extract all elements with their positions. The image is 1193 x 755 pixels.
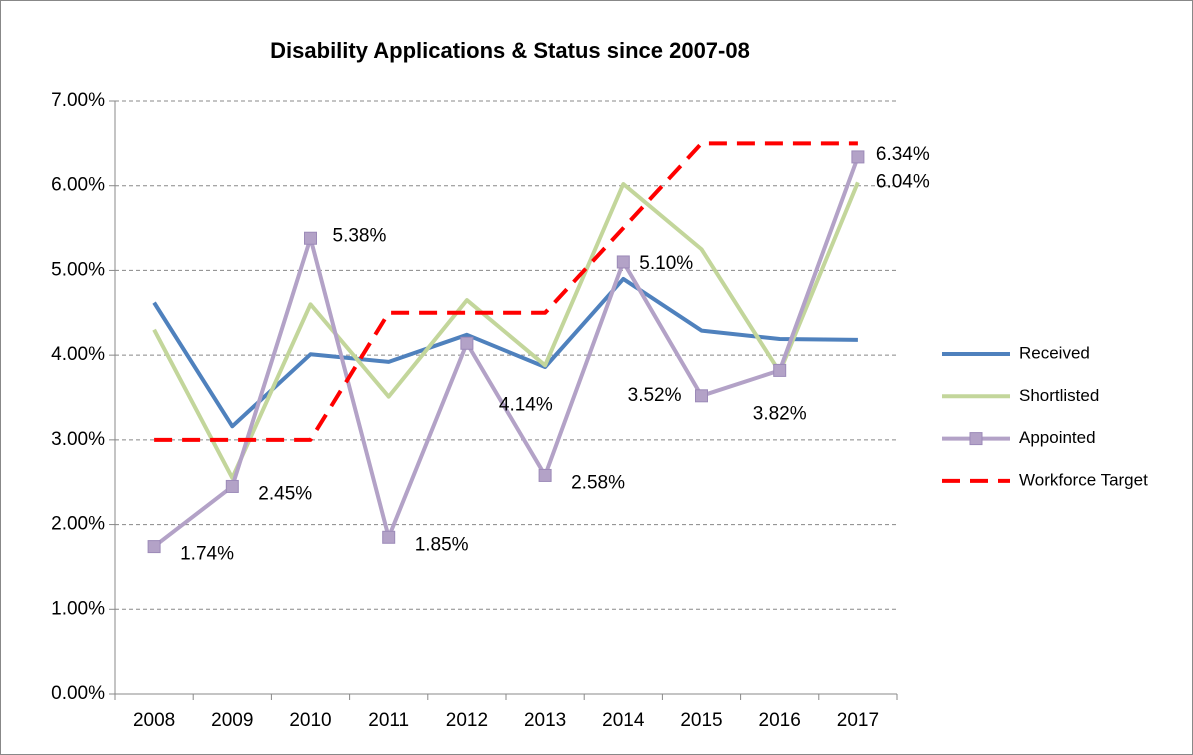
- x-tick-label: 2017: [837, 710, 879, 731]
- legend-label: Received: [1019, 343, 1090, 362]
- x-tick-label: 2008: [133, 710, 175, 731]
- legend-label: Workforce Target: [1019, 470, 1148, 489]
- data-label: 5.38%: [333, 225, 387, 246]
- marker: [695, 389, 708, 403]
- x-tick-label: 2016: [759, 710, 801, 731]
- x-tick-label: 2011: [368, 710, 409, 731]
- y-tick-label: 3.00%: [51, 429, 105, 450]
- marker: [851, 150, 865, 164]
- data-label: 6.34%: [876, 144, 930, 165]
- line-series: [154, 141, 858, 442]
- data-label: 3.82%: [753, 403, 807, 424]
- marker: [538, 468, 552, 482]
- y-tick-label: 1.00%: [51, 598, 105, 619]
- x-tick-label: 2009: [211, 710, 253, 731]
- legend-marker: [969, 432, 983, 446]
- x-tick-label: 2013: [524, 710, 566, 731]
- y-tick-label: 5.00%: [51, 259, 105, 280]
- marker: [147, 540, 161, 554]
- marker: [460, 336, 474, 350]
- line-series: [152, 156, 860, 549]
- y-tick-label: 4.00%: [51, 344, 105, 365]
- data-label: 6.04%: [876, 171, 930, 192]
- x-tick-label: 2014: [602, 710, 645, 731]
- data-label: 2.45%: [258, 483, 312, 504]
- data-label: 4.14%: [499, 394, 553, 415]
- x-tick-label: 2010: [289, 710, 331, 731]
- marker: [773, 363, 787, 377]
- marker: [616, 255, 630, 269]
- y-tick-label: 2.00%: [51, 514, 105, 535]
- data-label: 1.85%: [415, 534, 469, 555]
- y-tick-label: 6.00%: [51, 175, 105, 196]
- legend-label: Shortlisted: [1019, 386, 1099, 405]
- line-series: [152, 181, 860, 480]
- y-tick-label: 7.00%: [51, 90, 105, 111]
- x-tick-label: 2012: [446, 710, 488, 731]
- marker: [225, 479, 239, 493]
- legend-label: Appointed: [1019, 428, 1096, 447]
- marker: [304, 231, 317, 245]
- data-label: 2.58%: [571, 472, 625, 493]
- data-label: 3.52%: [628, 385, 682, 406]
- data-label: 5.10%: [639, 253, 693, 274]
- x-tick-label: 2015: [680, 710, 722, 731]
- chart-title: Disability Applications & Status since 2…: [270, 38, 750, 63]
- marker: [382, 530, 396, 544]
- data-label: 1.74%: [180, 544, 234, 565]
- y-tick-label: 0.00%: [51, 683, 105, 704]
